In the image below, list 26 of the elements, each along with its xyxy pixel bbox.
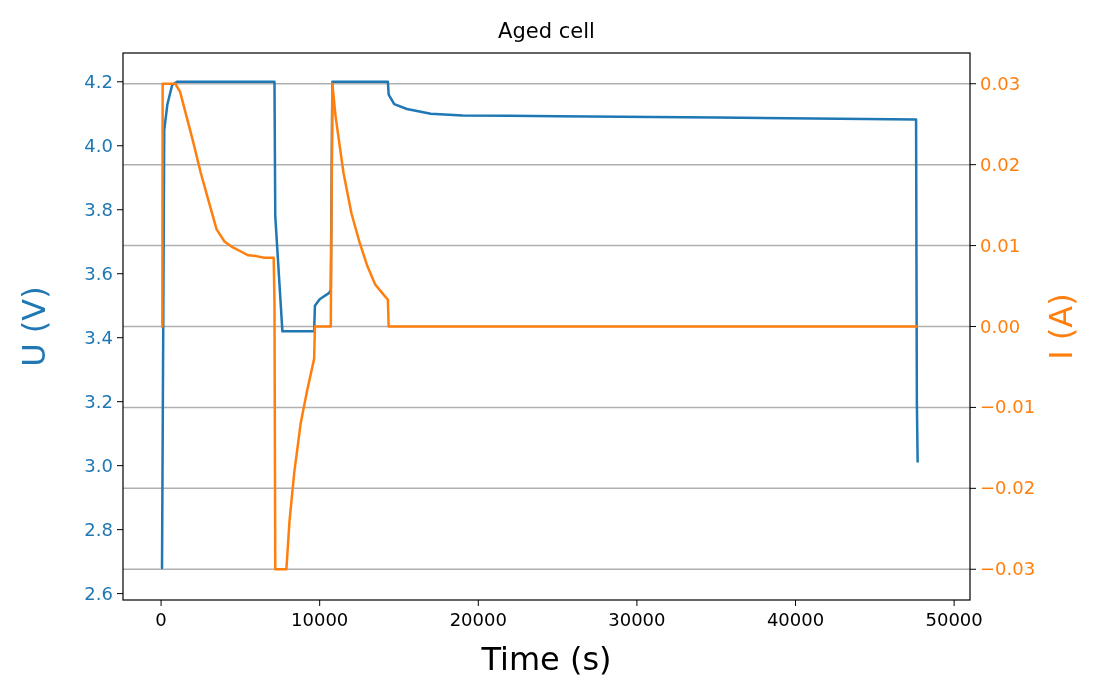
y-tick-label: 3.2 [84, 390, 113, 412]
y-tick-label: 4.0 [84, 134, 113, 156]
y-tick-label: 2.8 [84, 518, 113, 540]
y2-tick-label: 0.00 [980, 315, 1021, 337]
y2-tick-label: −0.02 [980, 477, 1036, 499]
y-tick-label: 3.8 [84, 198, 113, 220]
y2-tick-label: 0.03 [980, 72, 1021, 94]
y2-tick-label: −0.01 [980, 396, 1036, 418]
y2-tick-label: 0.01 [980, 234, 1021, 256]
x-axis-title: Time (s) [480, 640, 612, 678]
x-tick-label: 10000 [291, 609, 349, 630]
y2-axis-title: I (A) [1042, 293, 1080, 360]
x-tick-label: 40000 [766, 609, 825, 630]
y-tick-label: 2.6 [84, 582, 113, 604]
y-axis-title: U (V) [15, 286, 53, 367]
y-tick-label: 3.6 [84, 262, 113, 284]
x-tick-label: 0 [155, 609, 167, 630]
y2-tick-label: −0.03 [980, 558, 1036, 580]
x-tick-label: 20000 [449, 609, 507, 630]
y2-tick-label: 0.02 [980, 153, 1021, 175]
x-tick-label: 30000 [608, 609, 666, 630]
y-tick-label: 4.2 [84, 70, 113, 92]
y-tick-label: 3.0 [84, 454, 113, 476]
x-tick-label: 50000 [925, 609, 983, 630]
y-tick-label: 3.4 [84, 326, 113, 348]
chart-title: Aged cell [498, 19, 595, 43]
